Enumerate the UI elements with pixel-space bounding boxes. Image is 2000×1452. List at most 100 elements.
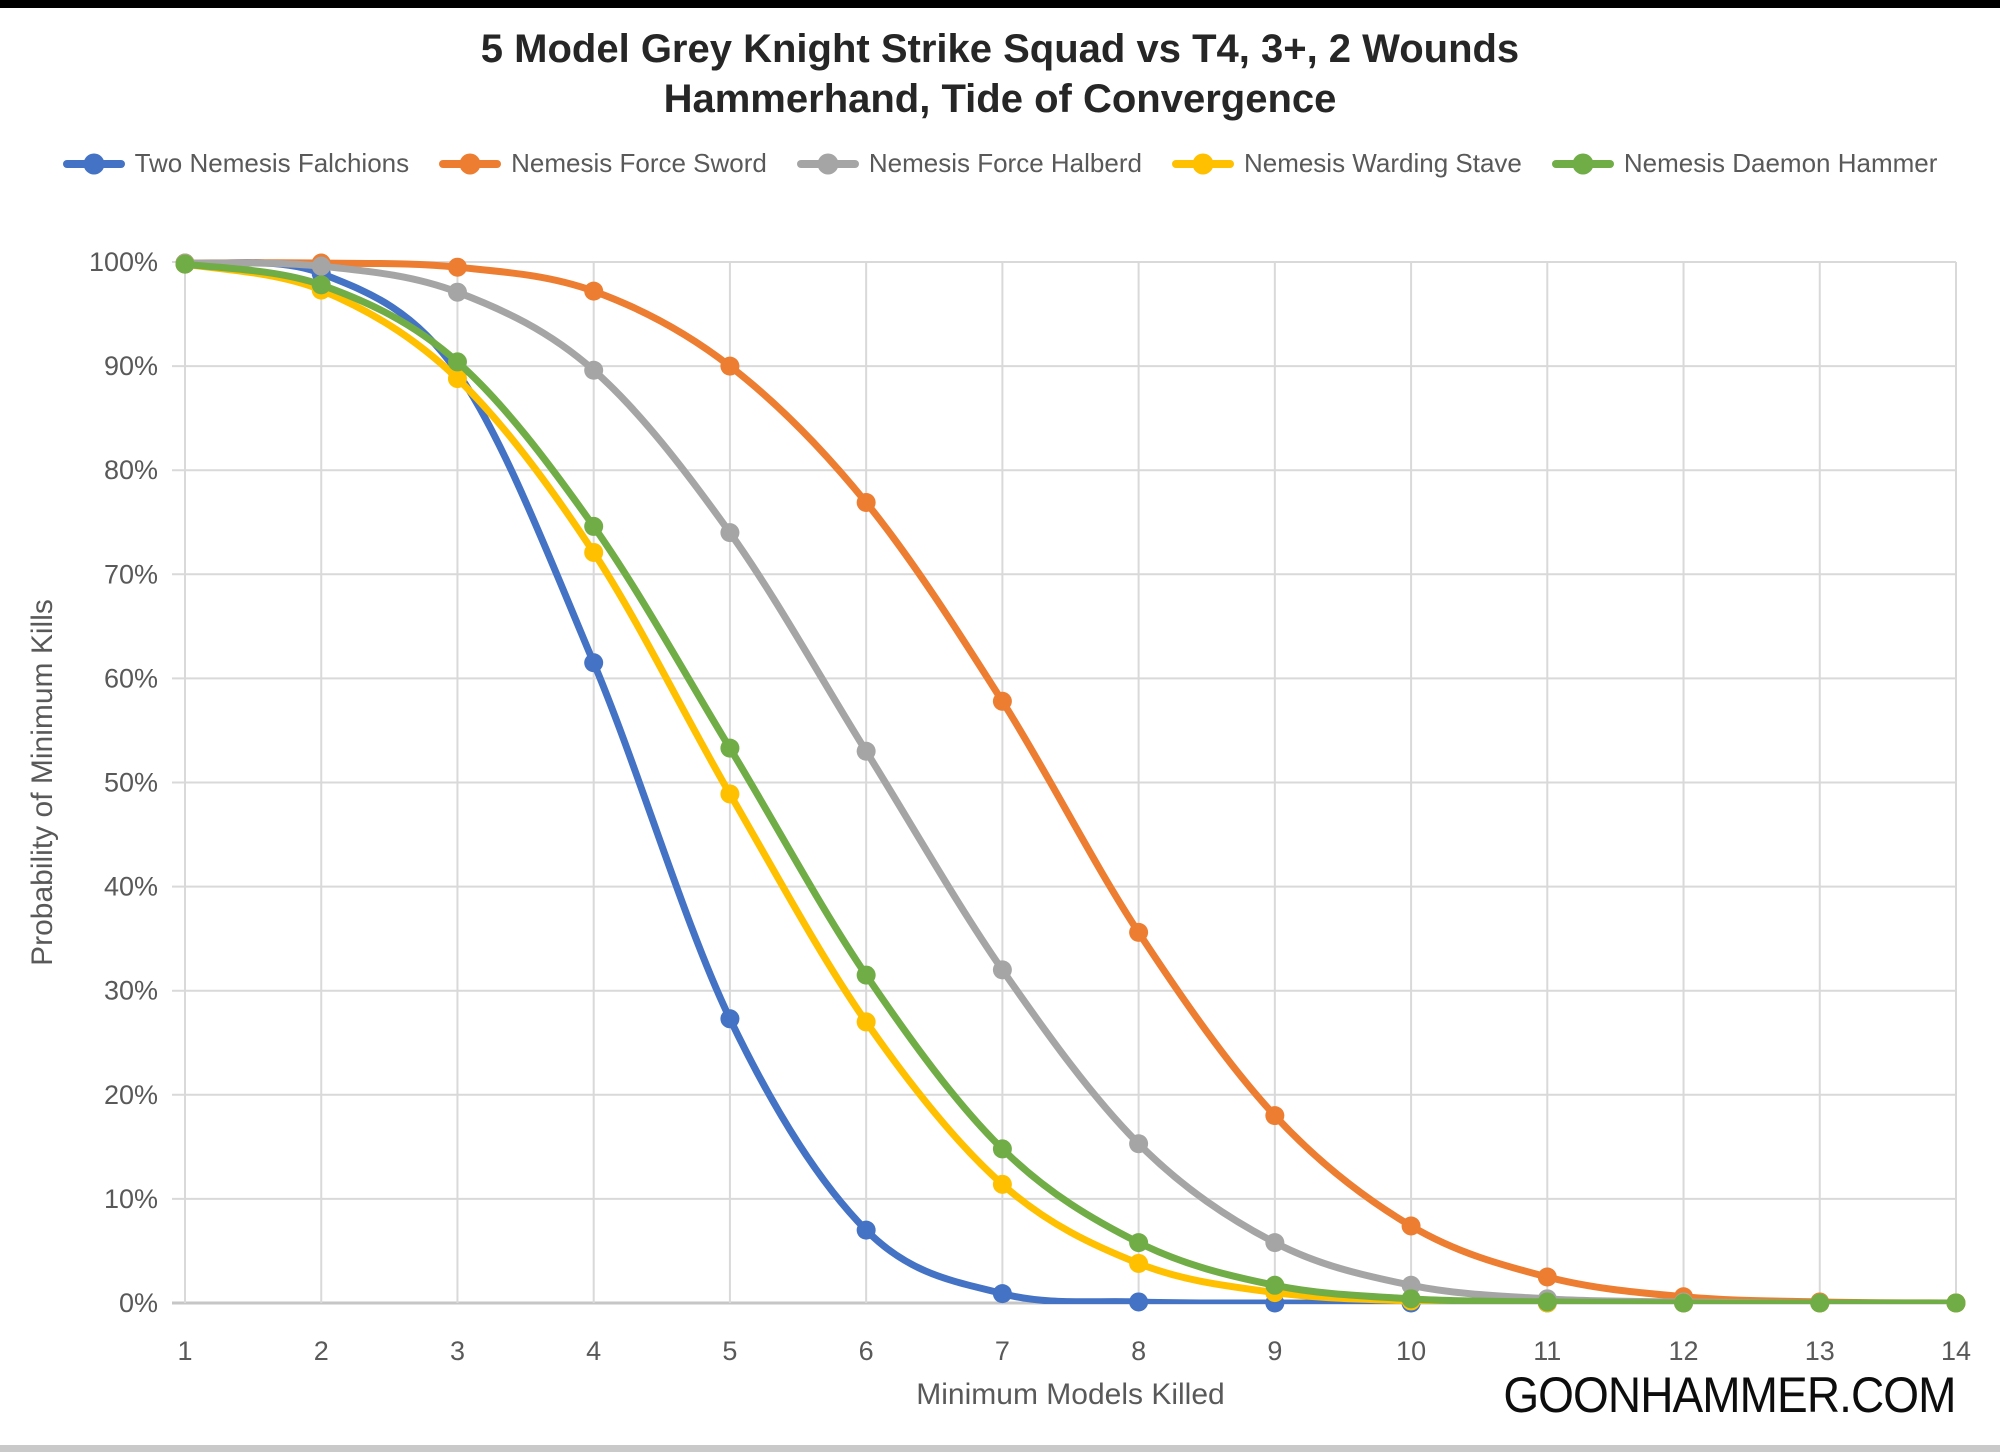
chart-subtitle: Hammerhand, Tide of Convergence [663,77,1337,121]
legend-label: Nemesis Force Halberd [868,148,1142,178]
series-group-nemesis-warding-stave [181,260,1960,1304]
data-point-nemesis-daemon-hammer [992,1139,1012,1159]
data-point-nemesis-force-sword [584,281,604,301]
y-tick-label: 20% [104,1080,158,1110]
series-line-nemesis-warding-stave [181,260,1960,1304]
data-point-nemesis-force-sword [856,492,876,512]
y-tick-label: 80% [104,455,158,485]
y-tick-label: 10% [104,1184,158,1214]
series-group-nemesis-daemon-hammer [181,260,1960,1304]
legend-dot-icon [1572,153,1594,174]
legend-marker-icon [1171,153,1234,174]
x-tick-label: 10 [1396,1336,1426,1366]
legend-marker-icon [1551,153,1614,174]
data-point-nemesis-daemon-hammer [856,965,876,985]
x-tick-label: 13 [1805,1336,1835,1366]
y-tick-label: 0% [119,1288,158,1318]
data-point-nemesis-warding-stave [720,784,740,804]
legend-label: Nemesis Warding Stave [1243,148,1522,178]
chart-title: 5 Model Grey Knight Strike Squad vs T4, … [480,27,1520,71]
data-point-nemesis-warding-stave [447,369,467,389]
data-point-two-nemesis-falchions [1129,1292,1149,1312]
data-point-nemesis-force-halberd [447,282,467,302]
y-tick-label: 40% [104,872,158,902]
data-point-nemesis-daemon-hammer [1129,1233,1149,1253]
series-line-nemesis-force-sword [181,259,1960,1304]
data-point-nemesis-daemon-hammer [720,738,740,758]
data-point-two-nemesis-falchions [584,653,604,673]
legend-item-nemesis-force-halberd: Nemesis Force Halberd [796,148,1142,179]
bottom-bar [0,1445,2000,1452]
y-tick-label: 100% [89,247,158,277]
legend-label: Two Nemesis Falchions [134,148,410,178]
x-tick-label: 11 [1533,1336,1561,1366]
y-axis-title: Probability of Minimum Kills [26,599,59,966]
top-bar [0,0,2000,8]
legend-dot-icon [83,153,105,174]
data-point-nemesis-force-halberd [992,960,1012,980]
x-tick-label: 4 [586,1336,601,1366]
x-tick-label: 14 [1941,1336,1971,1366]
x-tick-label: 5 [722,1336,737,1366]
data-point-nemesis-force-halberd [856,741,876,761]
data-point-nemesis-force-halberd [720,523,740,543]
data-point-nemesis-warding-stave [584,542,604,562]
data-point-nemesis-daemon-hammer [1401,1289,1421,1309]
data-point-nemesis-daemon-hammer [447,352,467,372]
data-point-nemesis-warding-stave [1129,1253,1149,1273]
data-point-nemesis-force-halberd [311,256,331,276]
y-tick-label: 50% [104,768,158,798]
data-point-nemesis-force-sword [1265,1106,1285,1126]
data-point-two-nemesis-falchions [720,1009,740,1029]
data-point-nemesis-warding-stave [992,1174,1012,1194]
legend-label: Nemesis Daemon Hammer [1623,148,1938,178]
data-point-nemesis-daemon-hammer [1537,1292,1557,1312]
data-point-nemesis-daemon-hammer [584,516,604,536]
x-tick-label: 8 [1131,1336,1146,1366]
x-tick-label: 2 [314,1336,329,1366]
legend-item-nemesis-warding-stave: Nemesis Warding Stave [1171,148,1522,179]
y-tick-label: 90% [104,351,158,381]
x-tick-label: 3 [450,1336,465,1366]
legend-label: Nemesis Force Sword [511,148,767,178]
data-point-nemesis-force-sword [992,691,1012,711]
legend-dot-icon [1192,153,1214,174]
x-axis-title: Minimum Models Killed [916,1378,1224,1411]
data-point-nemesis-daemon-hammer [1674,1293,1694,1313]
data-point-nemesis-force-sword [1129,922,1149,942]
x-tick-label: 6 [859,1336,874,1366]
x-tick-label: 1 [177,1336,192,1366]
legend-item-nemesis-daemon-hammer: Nemesis Daemon Hammer [1551,148,1938,179]
data-point-nemesis-daemon-hammer [1946,1293,1966,1313]
data-point-nemesis-warding-stave [856,1012,876,1032]
data-point-two-nemesis-falchions [992,1284,1012,1304]
legend-item-two-nemesis-falchions: Two Nemesis Falchions [62,148,410,179]
data-point-nemesis-daemon-hammer [311,275,331,295]
data-point-nemesis-force-halberd [584,360,604,380]
data-point-nemesis-force-halberd [1265,1233,1285,1253]
data-point-nemesis-daemon-hammer [1810,1293,1830,1313]
data-point-nemesis-force-sword [1401,1216,1421,1236]
data-point-two-nemesis-falchions [856,1220,876,1240]
x-tick-label: 9 [1267,1336,1282,1366]
legend-dot-icon [459,153,481,174]
y-tick-label: 60% [104,663,158,693]
data-point-nemesis-force-halberd [1129,1134,1149,1154]
data-point-nemesis-force-sword [720,356,740,376]
data-point-nemesis-daemon-hammer [1265,1275,1285,1295]
chart-title-block: 5 Model Grey Knight Strike Squad vs T4, … [0,24,2000,124]
data-point-nemesis-force-halberd [1401,1275,1421,1295]
watermark: GOONHAMMER.COM [1503,1367,1957,1423]
chart-legend: Two Nemesis Falchions Nemesis Force Sword… [0,148,2000,179]
legend-dot-icon [817,153,839,174]
series-group-nemesis-force-sword [181,259,1960,1304]
x-tick-label: 12 [1669,1336,1699,1366]
legend-marker-icon [796,153,859,174]
legend-marker-icon [439,153,502,174]
legend-item-nemesis-force-sword: Nemesis Force Sword [439,148,767,179]
data-point-nemesis-daemon-hammer [175,254,195,274]
y-tick-label: 70% [104,559,158,589]
x-tick-label: 7 [995,1336,1010,1366]
